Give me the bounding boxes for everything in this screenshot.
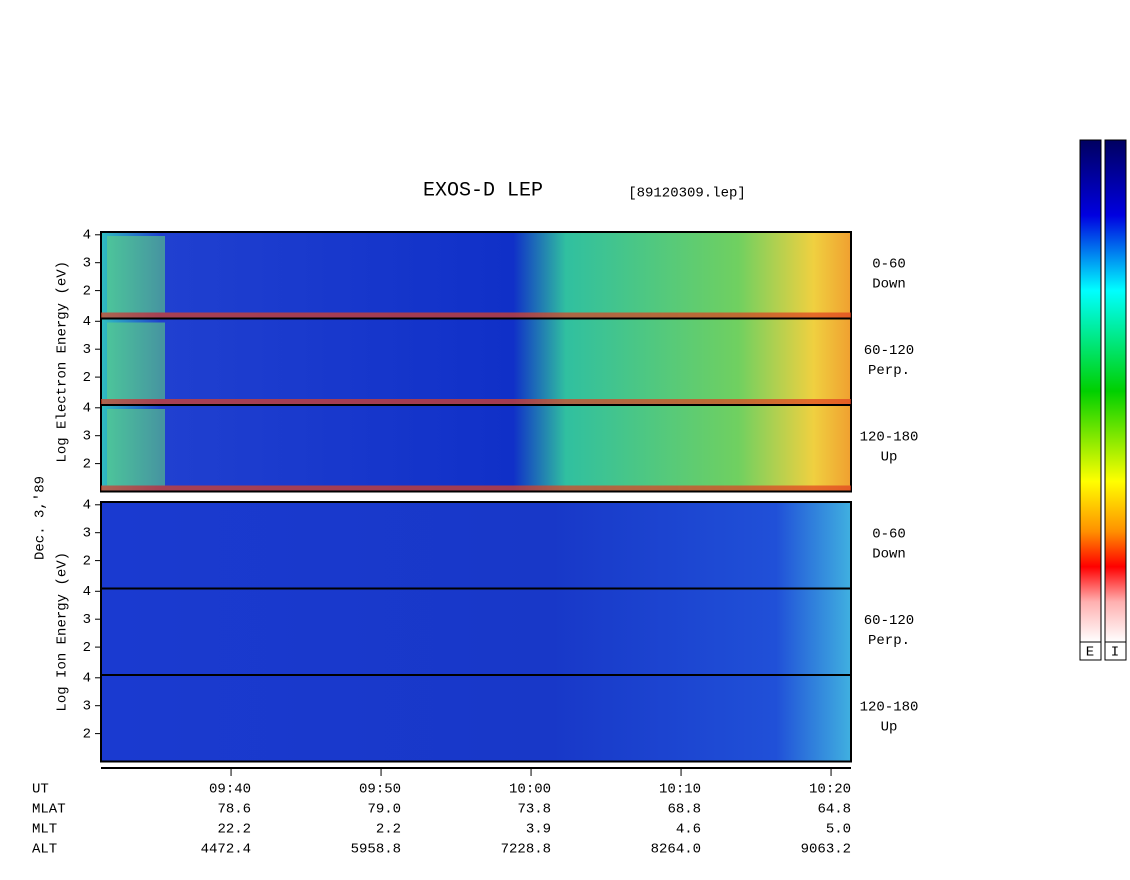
orbit-row-name: ALT <box>32 842 57 858</box>
early-burst <box>107 322 165 399</box>
spectrogram-panel <box>100 231 852 320</box>
orbit-value: 78.6 <box>217 802 251 818</box>
orbit-value: 79.0 <box>367 802 401 818</box>
spectrogram-panel <box>100 501 852 590</box>
panel-label: 120-180 <box>860 700 919 716</box>
y-tick-label: 3 <box>83 428 91 444</box>
orbit-label: UT <box>32 782 49 798</box>
colorbar <box>1104 139 1127 643</box>
low-energy-band <box>101 312 851 318</box>
panel-label: 60-120 <box>864 613 914 629</box>
y-axis-label: Log Electron Energy (eV) <box>55 261 71 463</box>
y-tick-label: 4 <box>83 227 91 243</box>
spectrogram-panel <box>100 404 852 493</box>
chart-title: EXOS-D LEP <box>423 179 543 202</box>
orbit-value: 5.0 <box>826 822 851 838</box>
y-tick-label: 4 <box>83 584 91 600</box>
orbit-value: 68.8 <box>667 802 701 818</box>
spectrogram-panel <box>100 587 852 676</box>
orbit-value: 3.9 <box>526 822 551 838</box>
orbit-value: 64.8 <box>817 802 851 818</box>
panel-label: 0-60 <box>872 257 906 273</box>
early-burst <box>107 409 165 486</box>
orbit-value: 7228.8 <box>501 842 551 858</box>
low-energy-band <box>101 399 851 404</box>
orbit-row-name: MLT <box>32 822 57 838</box>
colorbar-label-box <box>1104 641 1127 661</box>
orbit-value: 73.8 <box>517 802 551 818</box>
orbit-value: 2.2 <box>376 822 401 838</box>
panel-sublabel: Perp. <box>868 363 910 379</box>
y-tick-label: 2 <box>83 456 91 472</box>
early-burst <box>107 236 165 313</box>
x-tick-label: 10:20 <box>809 782 851 798</box>
y-tick-label: 4 <box>83 670 91 686</box>
panel-sublabel: Down <box>872 277 906 293</box>
orbit-value: 9063.2 <box>801 842 851 858</box>
y-tick-label: 2 <box>83 370 91 386</box>
spectrogram-panel <box>100 674 852 763</box>
file-label: [89120309.lep] <box>628 186 746 202</box>
colorbar-label: I <box>1111 645 1119 661</box>
colorbar <box>1079 139 1102 643</box>
y-tick-label: 2 <box>83 553 91 569</box>
y-tick-label: 2 <box>83 726 91 742</box>
panel-sublabel: Perp. <box>868 633 910 649</box>
panel-sublabel: Down <box>872 547 906 563</box>
y-tick-label: 2 <box>83 640 91 656</box>
panel-label: 0-60 <box>872 527 906 543</box>
orbit-value: 5958.8 <box>351 842 401 858</box>
orbit-value: 4.6 <box>676 822 701 838</box>
y-tick-label: 3 <box>83 612 91 628</box>
y-tick-label: 2 <box>83 283 91 299</box>
orbit-value: 4472.4 <box>201 842 251 858</box>
x-tick-label: 10:00 <box>509 782 551 798</box>
orbit-row-name: MLAT <box>32 802 66 818</box>
y-tick-label: 4 <box>83 400 91 416</box>
y-tick-label: 3 <box>83 525 91 541</box>
low-energy-band <box>101 485 851 491</box>
y-tick-label: 3 <box>83 698 91 714</box>
panel-sublabel: Up <box>881 720 898 736</box>
colorbar-label-box <box>1079 641 1102 661</box>
y-axis-label: Log Ion Energy (eV) <box>55 552 71 712</box>
spectrogram-panel <box>100 317 852 406</box>
orbit-value: 22.2 <box>217 822 251 838</box>
x-tick-label: 09:50 <box>359 782 401 798</box>
y-tick-label: 3 <box>83 342 91 358</box>
panel-label: 60-120 <box>864 343 914 359</box>
y-tick-label: 4 <box>83 314 91 330</box>
x-tick-label: 09:40 <box>209 782 251 798</box>
y-tick-label: 3 <box>83 255 91 271</box>
panel-label: 120-180 <box>860 430 919 446</box>
panel-sublabel: Up <box>881 450 898 466</box>
orbit-value: 8264.0 <box>651 842 701 858</box>
date-label: Dec. 3,'89 <box>33 476 49 560</box>
x-tick-label: 10:10 <box>659 782 701 798</box>
colorbar-label: E <box>1086 645 1094 661</box>
y-tick-label: 4 <box>83 497 91 513</box>
